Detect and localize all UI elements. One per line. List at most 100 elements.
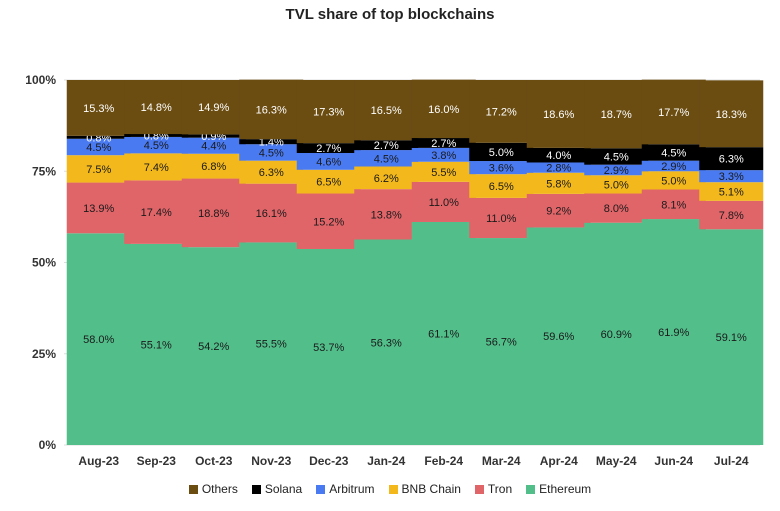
bar-segment-ethereum[interactable] [469, 238, 534, 445]
data-label: 4.5% [604, 151, 629, 163]
bar-segment-arbitrum[interactable] [699, 170, 764, 183]
bar-segment-tron[interactable] [124, 180, 189, 244]
bar-segment-others[interactable] [641, 79, 706, 145]
data-label: 16.0% [428, 104, 459, 116]
bar-segment-others[interactable] [411, 79, 476, 139]
bar-segment-solana[interactable] [526, 147, 591, 163]
bar-segment-ethereum[interactable] [124, 243, 189, 445]
bar-segment-others[interactable] [181, 80, 246, 135]
bar-segment-ethereum[interactable] [526, 227, 591, 445]
bar-segment-arbitrum[interactable] [354, 150, 419, 167]
bar-segment-solana[interactable] [66, 135, 131, 139]
bar-segment-others[interactable] [296, 80, 361, 144]
bar-segment-ethereum[interactable] [641, 219, 706, 445]
bar-segment-tron[interactable] [699, 200, 764, 230]
bar-segment-solana[interactable] [354, 140, 419, 151]
legend-item-others[interactable]: Others [188, 482, 238, 496]
bar-segment-others[interactable] [354, 80, 419, 141]
bar-segment-ethereum[interactable] [699, 229, 764, 445]
bar-segment-bnb-chain[interactable] [124, 153, 189, 181]
bar-segment-bnb-chain[interactable] [354, 166, 419, 190]
bar-segment-bnb-chain[interactable] [411, 161, 476, 182]
data-label: 4.6% [316, 156, 341, 168]
bar-segment-tron[interactable] [584, 193, 649, 223]
bar-segment-others[interactable] [584, 80, 649, 149]
data-label: 1.4% [259, 137, 284, 149]
bar-segment-solana[interactable] [296, 143, 361, 153]
data-label: 3.3% [719, 171, 744, 183]
bar-segment-bnb-chain[interactable] [584, 175, 649, 194]
bar-segment-arbitrum[interactable] [584, 164, 649, 176]
legend-item-tron[interactable]: Tron [474, 482, 512, 496]
bar-segment-bnb-chain[interactable] [641, 171, 706, 190]
data-label: 54.2% [198, 341, 229, 353]
bar-segment-tron[interactable] [181, 178, 246, 248]
data-label: 4.5% [144, 140, 169, 152]
bar-segment-others[interactable] [239, 79, 304, 140]
bar-segment-solana[interactable] [181, 134, 246, 138]
bar-segment-tron[interactable] [641, 189, 706, 220]
bar-segment-tron[interactable] [526, 193, 591, 228]
bar-segment-arbitrum[interactable] [124, 136, 189, 154]
bar-segment-ethereum[interactable] [181, 247, 246, 445]
bar-segment-tron[interactable] [354, 189, 419, 240]
data-label: 4.5% [374, 153, 399, 165]
y-tick-label: 25% [32, 347, 56, 361]
bar-segment-others[interactable] [526, 80, 591, 148]
legend-item-bnb-chain[interactable]: BNB Chain [388, 482, 461, 496]
legend-item-solana[interactable]: Solana [251, 482, 302, 496]
bar-segment-ethereum[interactable] [66, 233, 131, 445]
data-label: 16.3% [256, 104, 287, 116]
bar-segment-bnb-chain[interactable] [296, 169, 361, 194]
bar-segment-arbitrum[interactable] [411, 147, 476, 162]
data-label: 4.5% [259, 147, 284, 159]
bar-segment-ethereum[interactable] [239, 242, 304, 445]
y-tick-label: 75% [32, 164, 56, 178]
bar-segment-solana[interactable] [239, 139, 304, 145]
legend-item-ethereum[interactable]: Ethereum [526, 482, 591, 496]
bar-segment-arbitrum[interactable] [641, 160, 706, 172]
bar-segment-arbitrum[interactable] [181, 137, 246, 154]
chart-legend: Others Solana Arbitrum BNB Chain Tron Ethereu… [0, 482, 780, 496]
bar-segment-bnb-chain[interactable] [526, 172, 591, 194]
bar-segment-tron[interactable] [296, 193, 361, 249]
bar-segment-tron[interactable] [66, 182, 131, 234]
bar-segment-solana[interactable] [124, 134, 189, 137]
data-label: 4.5% [661, 147, 686, 159]
bar-segment-solana[interactable] [641, 144, 706, 161]
bar-segment-solana[interactable] [584, 148, 649, 165]
data-label: 18.3% [716, 109, 747, 121]
bar-segment-tron[interactable] [239, 183, 304, 243]
legend-label: Arbitrum [329, 482, 375, 496]
legend-item-arbitrum[interactable]: Arbitrum [316, 482, 375, 496]
bar-segment-arbitrum[interactable] [526, 162, 591, 173]
bar-segment-arbitrum[interactable] [296, 153, 361, 170]
chart-title: TVL share of top blockchains [285, 6, 495, 23]
bar-segment-bnb-chain[interactable] [239, 160, 304, 184]
x-tick-label: Jan-24 [367, 454, 405, 468]
bar-segment-solana[interactable] [469, 142, 534, 162]
bar-segment-bnb-chain[interactable] [469, 174, 534, 198]
bar-segment-others[interactable] [124, 80, 189, 135]
bar-segment-solana[interactable] [699, 147, 764, 171]
bar-segment-others[interactable] [66, 80, 131, 136]
bar-segment-ethereum[interactable] [296, 248, 361, 445]
bar-segment-tron[interactable] [469, 197, 534, 239]
bar-segment-arbitrum[interactable] [239, 144, 304, 161]
bar-segment-bnb-chain[interactable] [181, 153, 246, 179]
bar-segment-ethereum[interactable] [411, 221, 476, 445]
bar-segment-ethereum[interactable] [584, 222, 649, 445]
bar-segment-tron[interactable] [411, 181, 476, 222]
x-tick-label: Feb-24 [424, 454, 463, 468]
bar-segment-solana[interactable] [411, 138, 476, 148]
bar-segment-others[interactable] [469, 80, 534, 143]
bar-segment-ethereum[interactable] [354, 239, 419, 445]
legend-swatch [474, 484, 484, 494]
data-label: 7.5% [86, 164, 111, 176]
bar-segment-bnb-chain[interactable] [699, 182, 764, 201]
bar-segment-arbitrum[interactable] [469, 161, 534, 175]
bar-segment-bnb-chain[interactable] [66, 155, 131, 183]
bar-segment-arbitrum[interactable] [66, 138, 131, 156]
bar-segment-others[interactable] [699, 80, 764, 148]
data-label: 59.6% [543, 331, 574, 343]
